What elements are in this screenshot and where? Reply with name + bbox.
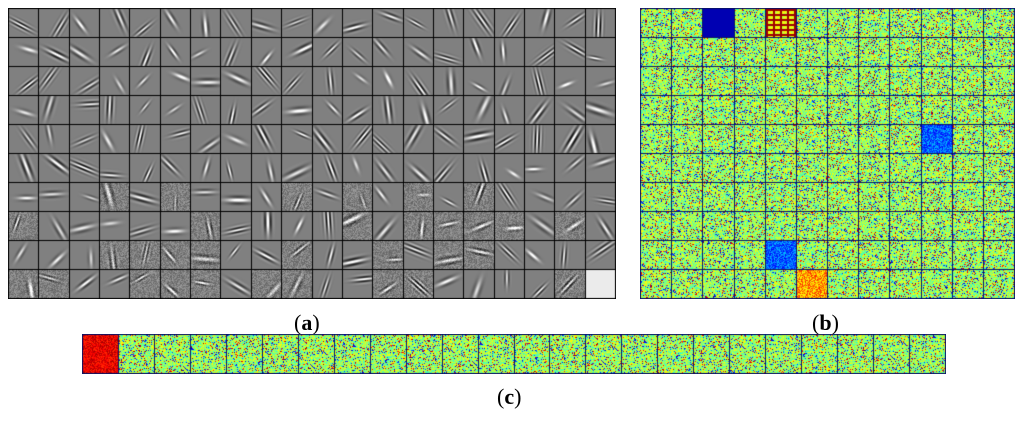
panel-c-filter-strip (82, 334, 946, 374)
panel-a-filter-grid (8, 8, 616, 299)
panel-a-canvas (8, 8, 616, 299)
caption-c: (c) (497, 384, 522, 409)
panel-b-canvas (640, 8, 1015, 299)
panel-b-filter-grid (640, 8, 1015, 299)
caption-b: (b) (812, 310, 839, 335)
caption-a: (a) (294, 310, 320, 335)
panel-c-canvas (82, 334, 946, 374)
